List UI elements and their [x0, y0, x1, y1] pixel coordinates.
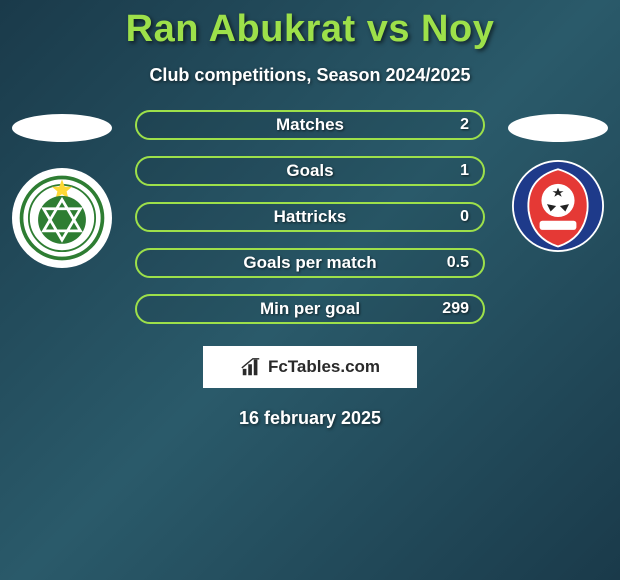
stat-label: Goals: [286, 161, 333, 181]
stat-row: Goals per match 0.5: [135, 248, 485, 278]
stat-row: Min per goal 299: [135, 294, 485, 324]
stat-value: 299: [442, 300, 469, 318]
stat-value: 0.5: [447, 254, 469, 272]
stat-row: Goals 1: [135, 156, 485, 186]
player-left-silhouette: [12, 114, 112, 142]
player-right-column: [503, 114, 613, 252]
stat-label: Matches: [276, 115, 344, 135]
stat-label: Goals per match: [243, 253, 376, 273]
opponent-crest-icon: [512, 160, 604, 252]
player-left-column: [7, 114, 117, 268]
stat-row: Matches 2: [135, 110, 485, 140]
stat-value: 1: [460, 162, 469, 180]
stat-label: Min per goal: [260, 299, 360, 319]
maccabi-haifa-icon: [16, 172, 108, 264]
page-subtitle: Club competitions, Season 2024/2025: [0, 65, 620, 86]
comparison-main: Matches 2 Goals 1 Hattricks 0 Goals per …: [0, 114, 620, 324]
brand-text: FcTables.com: [268, 357, 380, 377]
stats-list: Matches 2 Goals 1 Hattricks 0 Goals per …: [135, 110, 485, 324]
stat-label: Hattricks: [274, 207, 347, 227]
stat-row: Hattricks 0: [135, 202, 485, 232]
club-crest-left: [12, 168, 112, 268]
stat-value: 2: [460, 116, 469, 134]
player-right-silhouette: [508, 114, 608, 142]
footer-date: 16 february 2025: [0, 408, 620, 429]
page-title: Ran Abukrat vs Noy: [0, 0, 620, 51]
bar-chart-icon: [240, 356, 262, 378]
brand-badge[interactable]: FcTables.com: [203, 346, 417, 388]
stat-value: 0: [460, 208, 469, 226]
club-crest-right: [512, 160, 604, 252]
